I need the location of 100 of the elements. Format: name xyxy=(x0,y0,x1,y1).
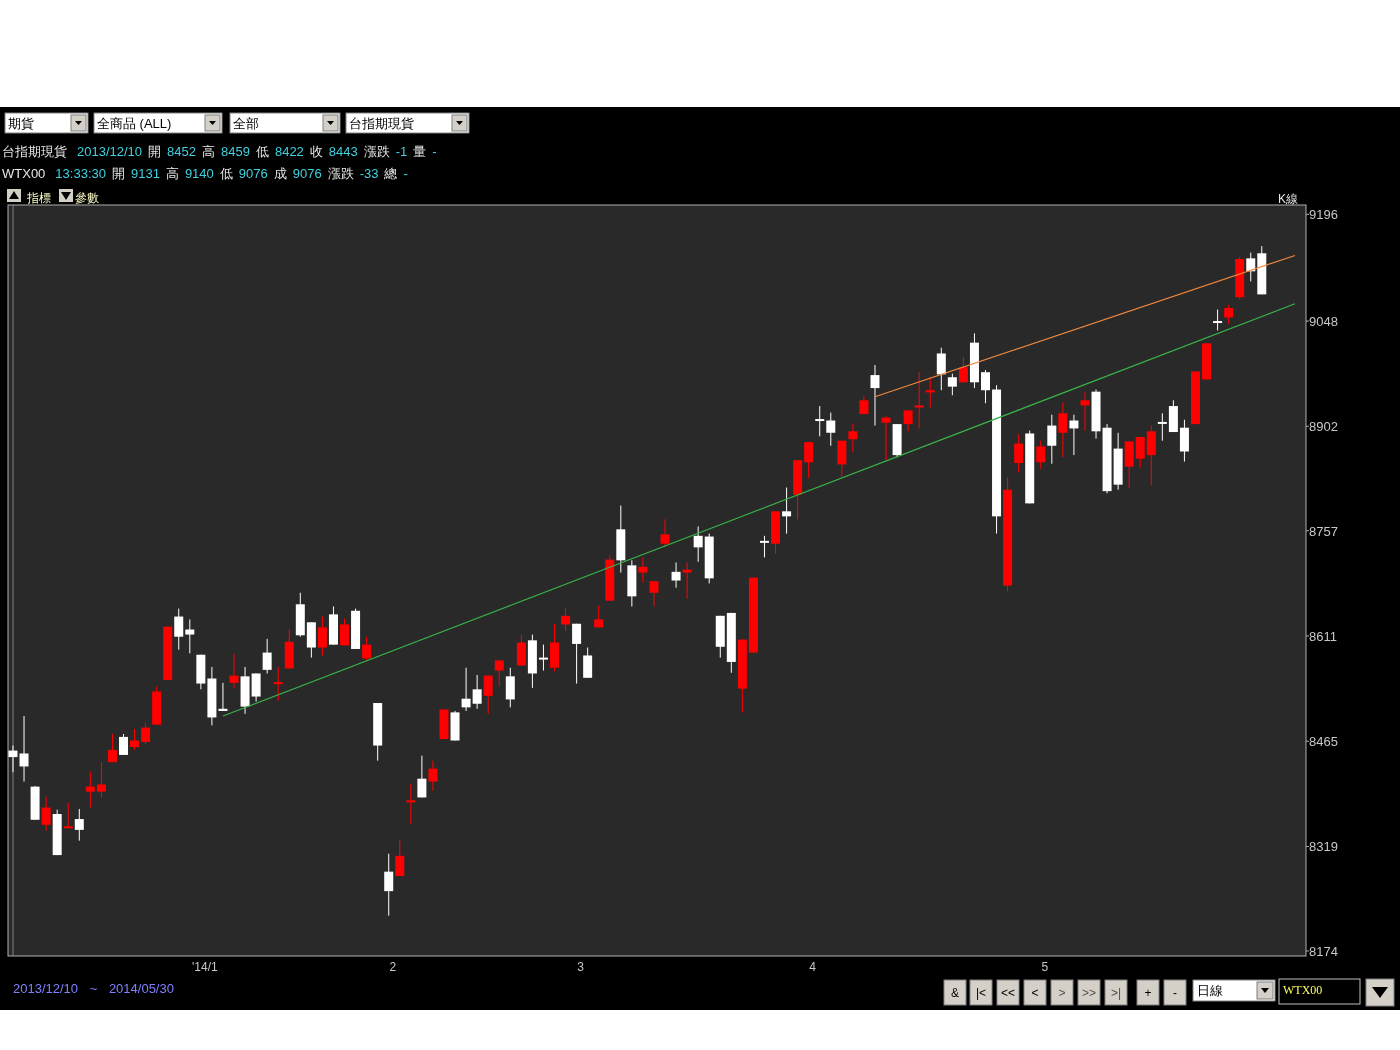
text: & xyxy=(950,986,960,1000)
text: 日線 xyxy=(1197,983,1223,998)
candlestick xyxy=(516,634,526,667)
candlestick xyxy=(759,535,769,558)
candlestick xyxy=(174,608,184,651)
text: - xyxy=(1173,986,1177,1000)
y-tick-label: 8174 xyxy=(1309,943,1338,959)
candlestick xyxy=(130,728,140,751)
text: 全商品 (ALL) xyxy=(97,116,172,131)
candlestick xyxy=(638,556,648,584)
candlestick xyxy=(981,369,991,404)
text: 2013/12/10 ~ 2014/05/30 xyxy=(13,981,174,996)
candlestick xyxy=(947,373,957,396)
candlestick xyxy=(384,853,394,917)
candlestick xyxy=(185,618,195,654)
candlestick xyxy=(583,647,593,679)
candlestick xyxy=(362,636,372,661)
candlestick xyxy=(881,415,891,461)
candlestick xyxy=(1036,440,1046,470)
y-tick-label: 8902 xyxy=(1309,419,1338,435)
candlestick xyxy=(649,580,659,607)
text: 全部 xyxy=(233,116,259,131)
candlestick xyxy=(782,487,792,535)
candlestick xyxy=(693,525,703,563)
text: >| xyxy=(1110,986,1122,1000)
text: 指標 xyxy=(26,191,51,205)
candlestick xyxy=(395,839,405,877)
candlestick xyxy=(273,666,283,702)
candlestick xyxy=(74,808,84,842)
candlestick xyxy=(914,371,924,429)
candlestick xyxy=(815,405,825,437)
candlestick xyxy=(63,801,73,829)
text: + xyxy=(1144,986,1152,1000)
candlestick xyxy=(1224,304,1234,325)
candlestick xyxy=(1179,419,1189,463)
y-tick-label: 8611 xyxy=(1309,629,1337,644)
candlestick xyxy=(1014,433,1024,473)
text: 期貨 xyxy=(8,116,34,131)
candlestick xyxy=(561,607,571,632)
candlestick xyxy=(472,674,482,710)
candlestick xyxy=(461,667,471,712)
candlestick xyxy=(1246,252,1256,282)
candlestick xyxy=(903,409,913,432)
candlestick xyxy=(19,715,29,783)
candlestick xyxy=(483,675,493,715)
candlestick xyxy=(1146,425,1156,486)
candlestick xyxy=(41,796,51,832)
candlestick xyxy=(96,761,106,798)
candlestick xyxy=(572,623,582,685)
candlestick xyxy=(925,376,935,409)
candlestick xyxy=(107,733,117,763)
x-tick-label: 5 xyxy=(1041,960,1049,974)
candlestick xyxy=(340,618,350,646)
candlestick xyxy=(1069,414,1079,456)
candlestick xyxy=(417,755,427,798)
candlestick xyxy=(85,770,95,809)
candlestick xyxy=(8,745,18,773)
candlestick xyxy=(428,760,438,792)
candlestick xyxy=(505,667,515,708)
candlestick xyxy=(538,644,548,672)
candlestick xyxy=(229,653,239,690)
candlestick xyxy=(1058,401,1068,458)
candlestick xyxy=(1047,414,1057,465)
candlestick xyxy=(262,638,272,674)
candlestick xyxy=(118,733,128,756)
x-tick-label: 2 xyxy=(389,960,397,974)
y-tick-label: 8757 xyxy=(1309,523,1338,539)
candlestick xyxy=(494,660,504,687)
text: > xyxy=(1058,986,1066,1000)
candlestick xyxy=(251,672,261,703)
candlestick xyxy=(660,518,670,548)
candlestick xyxy=(682,561,692,600)
y-tick-label: 9196 xyxy=(1309,207,1338,223)
text: WTX00 xyxy=(1283,983,1323,997)
candlestick xyxy=(936,347,946,391)
y-tick-label: 9048 xyxy=(1309,314,1338,330)
text: >> xyxy=(1081,986,1097,1000)
candlestick xyxy=(870,364,880,427)
text: WTX00 13:33:30 開 9131 高 9140 低 9076 成 9076 漲跌 -33 總 - xyxy=(2,166,408,181)
candlestick xyxy=(1135,436,1145,468)
y-tick-label: 8319 xyxy=(1309,839,1338,855)
candlestick xyxy=(406,783,416,825)
text: << xyxy=(1000,986,1016,1000)
text: 台指期現貨 2013/12/10 開 8452 高 8459 低 8422 收 8443 漲跌 -1 量 - xyxy=(2,144,437,159)
candlestick xyxy=(1157,412,1167,442)
candlestick xyxy=(671,561,681,589)
x-tick-label: '14/1 xyxy=(192,960,218,974)
annotation: K線 xyxy=(1278,192,1299,206)
text: < xyxy=(1031,986,1039,1000)
x-tick-label: 4 xyxy=(809,960,817,974)
candlestick xyxy=(218,682,228,712)
text: 台指期現貨 xyxy=(349,116,414,131)
candlestick xyxy=(1080,391,1090,432)
candlestick xyxy=(837,440,847,478)
candlestick xyxy=(826,412,836,447)
candlestick xyxy=(1213,309,1223,331)
candlestick xyxy=(804,441,814,479)
y-tick-label: 8465 xyxy=(1309,734,1338,750)
candlestick xyxy=(141,721,151,745)
x-tick-label: 3 xyxy=(577,960,585,974)
